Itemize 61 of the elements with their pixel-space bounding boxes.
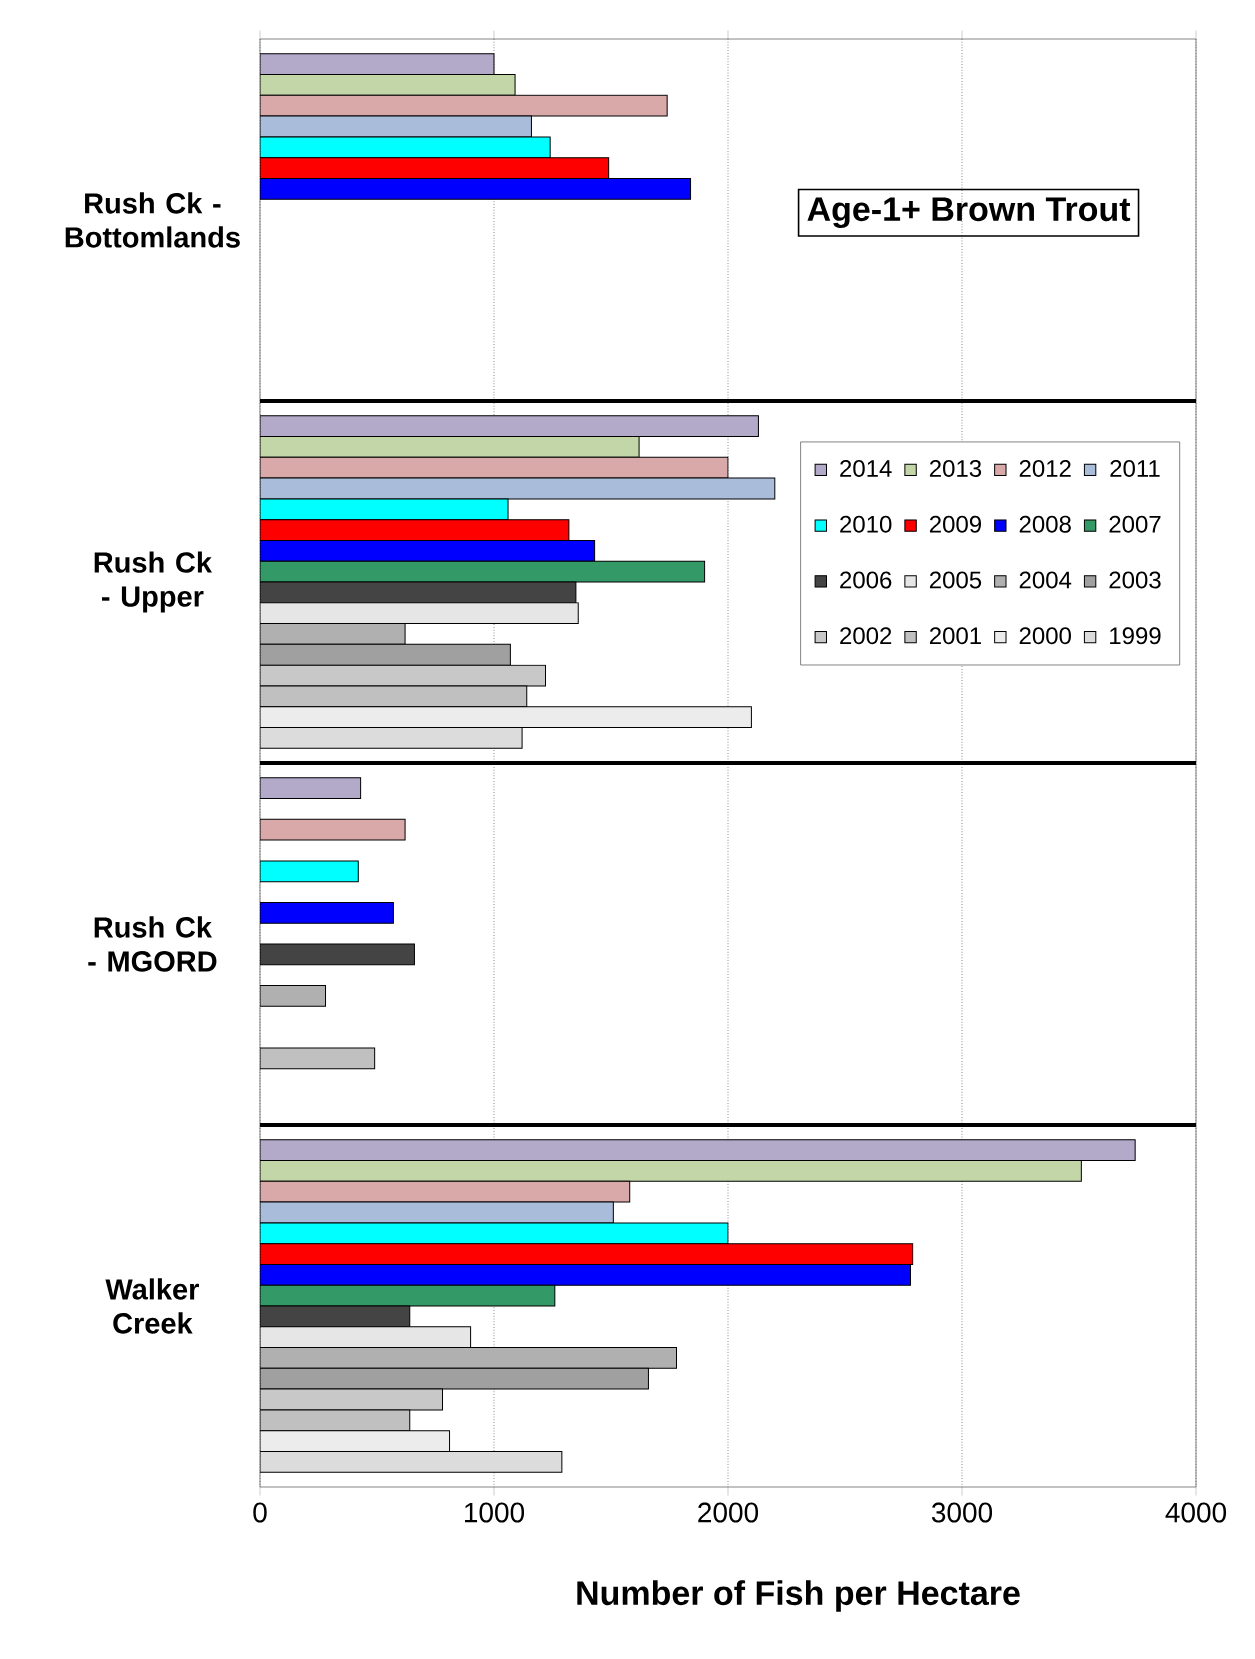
bar <box>260 560 706 583</box>
x-tick-label: 4000 <box>1165 1502 1227 1523</box>
legend-label: 2003 <box>1109 571 1161 589</box>
x-tick-label: 3000 <box>931 1502 993 1523</box>
bar <box>260 1430 451 1452</box>
bar <box>260 1243 914 1265</box>
bar <box>260 901 394 924</box>
legend-label: 2012 <box>1019 459 1071 477</box>
bar <box>260 1305 411 1328</box>
bar <box>260 136 551 159</box>
legend-label: 2014 <box>840 459 892 477</box>
legend-label: 2011 <box>1110 459 1160 477</box>
bar <box>260 519 570 541</box>
y-tick-label: Walker Creek <box>105 1278 199 1334</box>
legend-label: 2002 <box>840 627 892 645</box>
bar <box>260 157 610 179</box>
bar <box>260 1367 649 1390</box>
bar <box>260 436 640 458</box>
bar <box>260 985 327 1007</box>
bar <box>260 1201 614 1224</box>
y-tick-label: Rush Ck - MGORD <box>88 916 217 972</box>
bar <box>260 1160 1082 1182</box>
x-tick-label: 1000 <box>464 1502 525 1523</box>
bar <box>260 860 359 883</box>
legend-label: 2000 <box>1019 627 1071 645</box>
legend-label: 1999 <box>1110 627 1161 645</box>
legend-label: 2007 <box>1109 515 1161 533</box>
bar <box>260 456 729 479</box>
legend-label: 2006 <box>840 571 892 589</box>
bar <box>260 1222 729 1245</box>
bar <box>260 581 577 604</box>
bar <box>260 115 532 138</box>
bar <box>260 74 516 96</box>
x-tick-label: 2000 <box>698 1502 759 1523</box>
y-tick-label: Rush Ck - Bottomlands <box>65 192 240 248</box>
bar <box>260 623 406 645</box>
bar <box>260 643 511 666</box>
bar <box>260 943 415 966</box>
bar <box>260 94 668 117</box>
bar <box>260 777 362 800</box>
bar <box>260 1450 563 1473</box>
x-tick-label: 0 <box>253 1502 267 1523</box>
legend-label: 2004 <box>1019 571 1072 589</box>
x-axis-title: Number of Fish per Hectare <box>577 1580 1020 1612</box>
bar <box>260 1347 678 1369</box>
legend-label: 2001 <box>929 627 981 645</box>
bar <box>260 818 406 841</box>
bar <box>260 477 776 500</box>
legend-label: 2013 <box>929 459 982 477</box>
legend-label: 2008 <box>1019 515 1071 533</box>
legend-label: 2010 <box>840 515 892 533</box>
bar <box>260 1284 556 1307</box>
bar <box>260 498 509 521</box>
bar <box>260 1047 376 1070</box>
bar <box>260 726 523 749</box>
legend-label: 2005 <box>929 571 982 589</box>
bar <box>260 706 752 728</box>
text: Age-1+ Brown Trout <box>807 197 1131 229</box>
bar <box>260 1180 631 1203</box>
y-tick-label: Rush Ck - Upper <box>94 551 213 613</box>
legend-label: 2009 <box>929 515 981 533</box>
